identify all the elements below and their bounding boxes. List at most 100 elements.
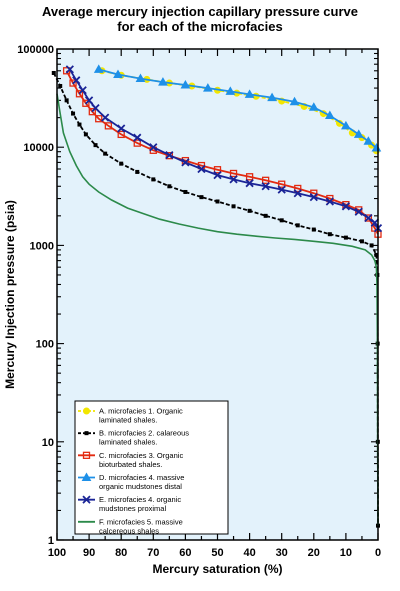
data-point	[65, 65, 74, 74]
data-point	[324, 110, 335, 120]
data-point	[213, 166, 222, 174]
x-tick-label: 10	[340, 547, 352, 559]
data-point	[370, 218, 379, 227]
data-point	[245, 173, 254, 181]
legend-label: calcereous shales	[99, 526, 159, 535]
legend-label: E. microfacies 4. organic	[99, 495, 181, 504]
data-point	[267, 92, 277, 102]
data-point	[72, 76, 81, 85]
legend-label: B. microfacies 2. calareous	[99, 429, 189, 438]
data-point	[183, 189, 188, 194]
data-point	[279, 218, 284, 223]
data-point	[359, 239, 364, 244]
data-point	[278, 180, 286, 188]
data-point	[104, 122, 113, 130]
data-point	[51, 70, 56, 75]
series-4-line	[98, 68, 377, 149]
y-tick-label: 1000	[30, 240, 54, 252]
data-point	[93, 64, 104, 73]
series-layer	[51, 64, 383, 528]
data-point	[103, 151, 108, 156]
data-point	[309, 193, 318, 202]
data-point	[119, 161, 124, 166]
legend-box	[74, 400, 229, 535]
legend-swatch-marker	[81, 472, 92, 481]
data-point	[75, 90, 84, 98]
data-point	[215, 199, 220, 204]
data-point	[343, 235, 348, 240]
data-point	[180, 79, 191, 89]
chart-title-line-1: Average mercury injection capillary pres…	[41, 4, 358, 19]
data-point	[311, 227, 316, 232]
data-point	[369, 243, 374, 248]
data-point	[213, 170, 222, 180]
data-point	[308, 102, 319, 111]
data-point	[135, 169, 140, 174]
data-point	[69, 79, 77, 87]
data-point	[158, 77, 168, 86]
data-point	[151, 177, 156, 182]
series-5	[65, 65, 383, 233]
x-tick-label: 40	[243, 547, 255, 559]
data-point	[294, 184, 302, 193]
series-6	[56, 93, 379, 526]
data-point	[229, 169, 238, 178]
data-point	[341, 202, 351, 211]
data-point	[353, 129, 364, 138]
data-point	[199, 195, 204, 200]
legend-label: A. microfacies 1. Organic	[99, 407, 183, 416]
data-point	[364, 213, 373, 223]
data-point	[77, 122, 82, 127]
data-point	[165, 151, 174, 160]
legend-swatch-marker	[83, 407, 90, 415]
legend-label: bioturbated shales.	[99, 460, 162, 469]
series-6-line	[56, 93, 379, 526]
series-4	[93, 64, 382, 152]
legend-label: C. microfacies 3. Organic	[99, 451, 183, 460]
data-point	[295, 223, 300, 228]
legend-label: mudstones proximal	[99, 504, 166, 513]
chart-title-line-2: for each of the microfacies	[117, 19, 283, 34]
legend-swatch-marker	[82, 495, 91, 504]
data-point	[84, 96, 94, 105]
data-point	[113, 69, 123, 78]
data-point	[261, 182, 270, 191]
data-point	[78, 86, 87, 95]
x-tick-label: 80	[115, 547, 127, 559]
data-point	[135, 73, 146, 83]
data-point	[83, 132, 88, 137]
x-tick-label: 60	[179, 547, 191, 559]
x-tick-label: 90	[83, 547, 95, 559]
data-point	[203, 83, 213, 92]
legend-swatch-marker	[84, 431, 89, 436]
data-point	[244, 89, 255, 98]
legend-swatch-marker	[82, 451, 91, 459]
y-tick-label: 10000	[23, 142, 54, 154]
data-point	[293, 189, 302, 198]
data-point	[149, 143, 158, 152]
x-axis-label: Mercury saturation (%)	[152, 562, 282, 576]
data-point	[64, 98, 69, 103]
data-point	[277, 185, 286, 194]
data-point	[325, 197, 334, 206]
x-tick-label: 0	[375, 547, 381, 559]
x-tick-label: 50	[211, 547, 223, 559]
data-point	[117, 124, 126, 133]
legend-label: laminated shales.	[99, 438, 157, 447]
data-point	[364, 214, 373, 222]
data-point	[354, 207, 363, 216]
data-point	[263, 213, 268, 218]
data-point	[363, 136, 374, 145]
data-point	[71, 111, 76, 116]
data-point	[133, 133, 142, 142]
legend: A. microfacies 1. Organic laminated shale…	[74, 400, 229, 535]
data-point	[117, 130, 125, 139]
data-point	[181, 158, 190, 167]
data-point	[231, 204, 236, 209]
data-point	[289, 96, 300, 106]
y-tick-label: 10	[42, 437, 54, 449]
